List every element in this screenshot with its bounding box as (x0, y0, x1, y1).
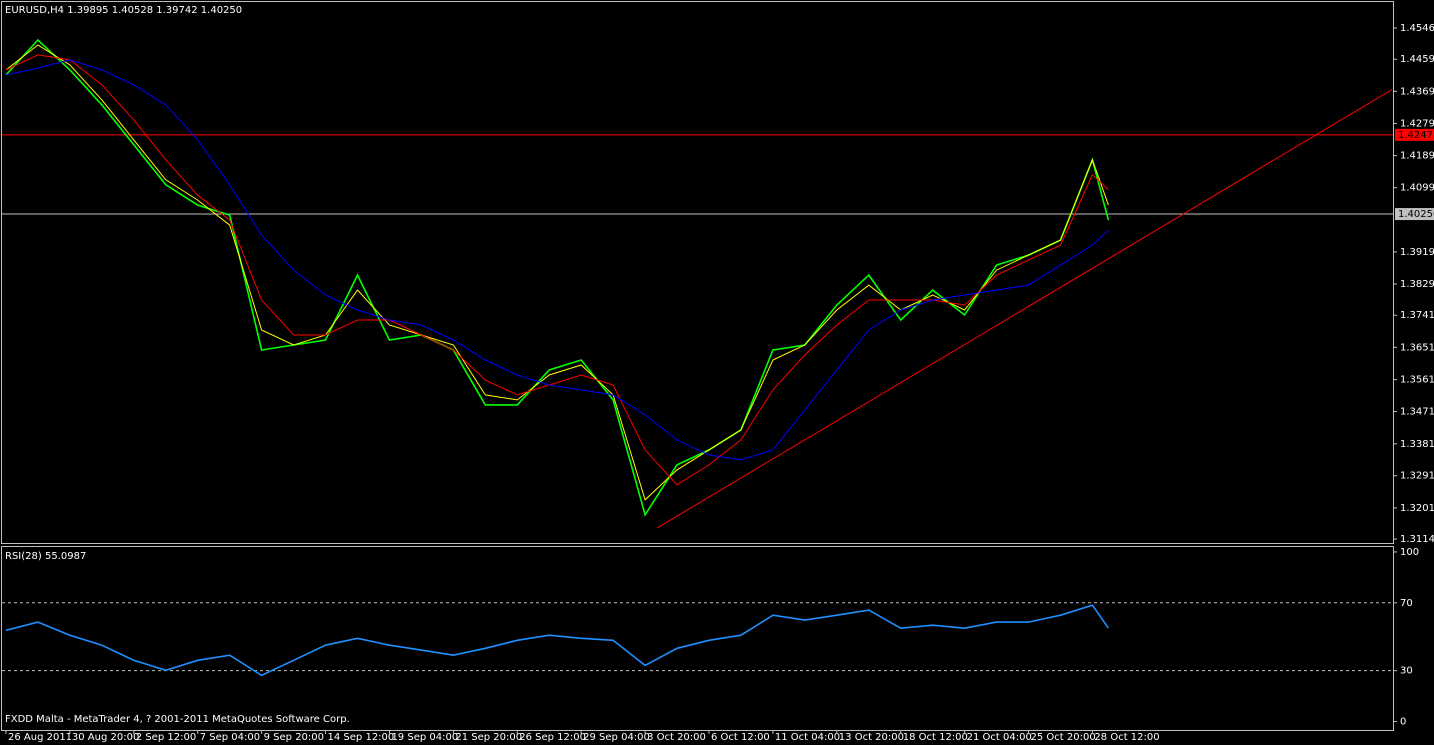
price-label: 1.40250 (1398, 209, 1434, 220)
x-tick-label: 30 Aug 20:00 (72, 732, 139, 743)
x-tick-label: 19 Sep 04:00 (391, 732, 458, 743)
series-line (5, 54, 1109, 486)
x-tick-label: 21 Oct 04:00 (967, 732, 1032, 743)
x-tick-label: 11 Oct 04:00 (775, 732, 840, 743)
y-tick-label: 1.32015 (1400, 503, 1434, 514)
y-tick-label: 30 (1400, 666, 1413, 677)
x-tick-label: 26 Sep 12:00 (519, 732, 586, 743)
y-tick-label: 1.32915 (1400, 471, 1434, 482)
x-tick-label: 25 Oct 20:00 (1031, 732, 1096, 743)
y-tick-label: 1.41890 (1400, 151, 1434, 162)
x-tick-label: 28 Oct 12:00 (1094, 732, 1159, 743)
y-tick-label: 1.43690 (1400, 86, 1434, 97)
x-tick-label: 21 Sep 20:00 (455, 732, 522, 743)
x-tick-label: 9 Sep 20:00 (264, 732, 324, 743)
y-tick-label: 1.40990 (1400, 183, 1434, 194)
y-tick-label: 1.39190 (1400, 247, 1434, 258)
price-label-box (1395, 208, 1434, 221)
price-title: EURUSD,H4 1.39895 1.40528 1.39742 1.4025… (5, 5, 242, 16)
x-tick-label: 29 Sep 04:00 (583, 732, 650, 743)
series-line (5, 59, 1109, 461)
x-tick-label: 13 Oct 20:00 (839, 732, 904, 743)
x-tick-label: 3 Oct 20:00 (647, 732, 706, 743)
rsi-pane-frame (1, 546, 1394, 731)
price-label-box (1395, 128, 1434, 141)
footer: FXDD Malta - MetaTrader 4, ? 2001-2011 M… (5, 714, 350, 725)
y-tick-label: 100 (1400, 547, 1419, 558)
x-tick-label: 18 Oct 12:00 (903, 732, 968, 743)
series-line (5, 604, 1110, 677)
y-tick-label: 1.44590 (1400, 54, 1434, 65)
y-tick-label: 1.33810 (1400, 439, 1434, 450)
trend-line (656, 89, 1393, 529)
x-tick-label: 26 Aug 2011 (8, 732, 72, 743)
y-tick-label: 1.42790 (1400, 118, 1434, 129)
y-tick-label: 70 (1400, 598, 1413, 609)
y-tick-label: 1.37415 (1400, 310, 1434, 321)
x-tick-label: 14 Sep 12:00 (328, 732, 395, 743)
x-tick-label: 2 Sep 12:00 (136, 732, 196, 743)
y-tick-label: 1.38290 (1400, 279, 1434, 290)
y-tick-label: 1.36515 (1400, 342, 1434, 353)
y-tick-label: 1.45465 (1400, 23, 1434, 34)
x-tick-label: 7 Sep 04:00 (200, 732, 260, 743)
x-tick-label: 6 Oct 12:00 (711, 732, 770, 743)
y-tick-label: 0 (1400, 717, 1406, 728)
rsi-title: RSI(28) 55.0987 (5, 551, 86, 562)
y-tick-label: 1.31140 (1400, 534, 1434, 545)
series-line (5, 44, 1109, 501)
price-pane-frame (1, 1, 1394, 544)
y-tick-label: 1.34715 (1400, 407, 1434, 418)
series-line (5, 38, 1110, 517)
price-label: 1.4247 (1398, 130, 1433, 141)
y-tick-label: 1.35610 (1400, 375, 1434, 386)
